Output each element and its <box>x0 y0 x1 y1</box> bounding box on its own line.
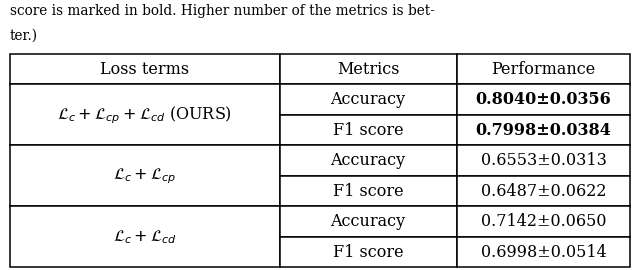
Bar <box>456 237 630 267</box>
Bar <box>456 85 630 115</box>
Bar <box>280 146 456 176</box>
Bar <box>456 115 630 146</box>
Text: Accuracy: Accuracy <box>330 91 406 108</box>
Text: Accuracy: Accuracy <box>330 152 406 169</box>
Text: $\mathcal{L}_c + \mathcal{L}_{cp}$: $\mathcal{L}_c + \mathcal{L}_{cp}$ <box>113 166 177 186</box>
Text: F1 score: F1 score <box>333 244 403 261</box>
Text: Loss terms: Loss terms <box>100 61 189 78</box>
Bar <box>280 176 456 206</box>
Bar <box>456 146 630 176</box>
Text: Performance: Performance <box>492 61 596 78</box>
Bar <box>280 85 456 115</box>
Bar <box>10 85 280 146</box>
Text: 0.6998±0.0514: 0.6998±0.0514 <box>481 244 606 261</box>
Bar <box>280 115 456 146</box>
Bar <box>10 206 280 267</box>
Bar <box>10 54 280 85</box>
Bar <box>456 206 630 237</box>
Text: Accuracy: Accuracy <box>330 213 406 230</box>
Text: ter.): ter.) <box>10 28 38 42</box>
Text: F1 score: F1 score <box>333 122 403 139</box>
Text: score is marked in bold. Higher number of the metrics is bet-: score is marked in bold. Higher number o… <box>10 4 435 18</box>
Text: F1 score: F1 score <box>333 183 403 200</box>
Bar <box>456 54 630 85</box>
Bar <box>280 237 456 267</box>
Text: 0.6487±0.0622: 0.6487±0.0622 <box>481 183 606 200</box>
Text: 0.6553±0.0313: 0.6553±0.0313 <box>481 152 607 169</box>
Bar <box>280 54 456 85</box>
Text: 0.8040±0.0356: 0.8040±0.0356 <box>476 91 611 108</box>
Text: 0.7142±0.0650: 0.7142±0.0650 <box>481 213 606 230</box>
Text: $\mathcal{L}_c + \mathcal{L}_{cp} + \mathcal{L}_{cd}$ (OURS): $\mathcal{L}_c + \mathcal{L}_{cp} + \mat… <box>57 104 232 126</box>
Bar <box>456 176 630 206</box>
Text: $\mathcal{L}_c + \mathcal{L}_{cd}$: $\mathcal{L}_c + \mathcal{L}_{cd}$ <box>113 228 177 246</box>
Text: 0.7998±0.0384: 0.7998±0.0384 <box>476 122 611 139</box>
Text: Metrics: Metrics <box>337 61 399 78</box>
Bar <box>280 206 456 237</box>
Bar <box>10 146 280 206</box>
